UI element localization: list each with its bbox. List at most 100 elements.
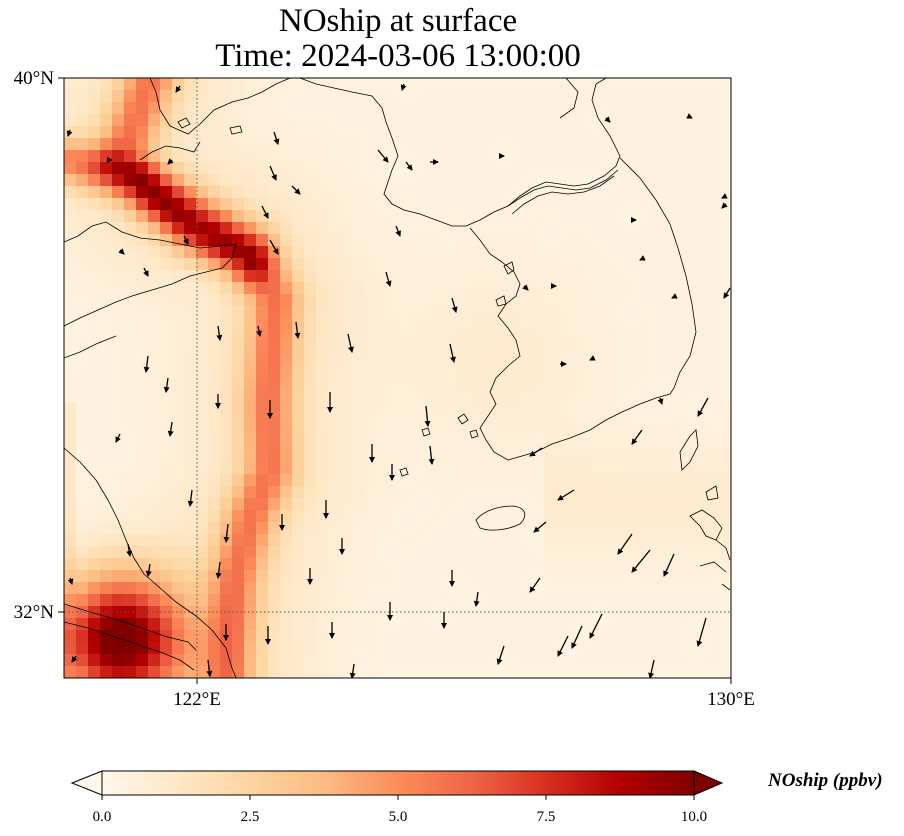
field-cell	[460, 390, 473, 403]
field-cell	[508, 174, 521, 187]
field-cell	[352, 642, 365, 655]
field-cell	[508, 162, 521, 175]
field-cell	[688, 366, 701, 379]
field-cell	[484, 186, 497, 199]
field-cell	[160, 510, 173, 523]
field-cell	[400, 150, 413, 163]
field-cell	[664, 318, 677, 331]
field-cell	[628, 102, 641, 115]
wind-arrow	[449, 343, 456, 363]
field-cell	[256, 318, 269, 331]
field-cell	[436, 618, 449, 631]
colorbar-tick-2: 5.0	[389, 809, 408, 825]
field-cell	[700, 234, 713, 247]
field-cell	[208, 378, 221, 391]
field-cell	[352, 462, 365, 475]
field-cell	[316, 606, 329, 619]
field-cell	[400, 390, 413, 403]
field-cell	[280, 330, 293, 343]
field-cell	[340, 246, 353, 259]
plot-title: NOship at surface Time: 2024-03-06 13:00…	[64, 4, 732, 74]
field-cell	[460, 282, 473, 295]
field-cell	[724, 558, 731, 571]
field-cell	[280, 162, 293, 175]
field-cell	[532, 402, 545, 415]
field-cell	[352, 510, 365, 523]
field-cell	[148, 534, 161, 547]
field-cell	[292, 546, 305, 559]
field-cell	[496, 546, 509, 559]
field-cell	[244, 342, 257, 355]
field-cell	[136, 486, 149, 499]
field-cell	[664, 90, 677, 103]
field-cell	[88, 354, 101, 367]
field-cell	[256, 426, 269, 439]
field-cell	[484, 222, 497, 235]
field-cell	[400, 198, 413, 211]
field-cell	[460, 294, 473, 307]
field-cell	[700, 402, 713, 415]
field-cell	[208, 522, 221, 535]
field-cell	[340, 78, 353, 91]
field-cell	[640, 294, 653, 307]
field-cell	[544, 522, 557, 535]
wind-arrow	[617, 533, 633, 555]
field-cell	[220, 150, 233, 163]
field-cell	[292, 462, 305, 475]
field-cell	[508, 210, 521, 223]
field-cell	[400, 258, 413, 271]
field-cell	[436, 594, 449, 607]
field-cell	[544, 486, 557, 499]
field-cell	[364, 654, 377, 667]
field-cell	[196, 390, 209, 403]
field-cell	[724, 78, 731, 91]
field-cell	[400, 606, 413, 619]
field-cell	[460, 582, 473, 595]
field-cell	[64, 654, 77, 667]
wind-arrow	[206, 659, 213, 677]
field-cell	[364, 150, 377, 163]
field-cell	[112, 378, 125, 391]
field-cell	[424, 246, 437, 259]
field-cell	[64, 342, 77, 355]
field-cell	[460, 342, 473, 355]
field-cell	[172, 378, 185, 391]
wind-arrow	[529, 577, 541, 593]
field-cell	[256, 630, 269, 643]
field-cell	[688, 594, 701, 607]
field-cell	[388, 654, 401, 667]
field-cell	[712, 342, 725, 355]
field-cell	[124, 222, 137, 235]
field-cell	[244, 198, 257, 211]
field-cell	[316, 570, 329, 583]
field-cell	[76, 282, 89, 295]
field-cell	[316, 630, 329, 643]
field-cell	[544, 342, 557, 355]
field-cell	[616, 462, 629, 475]
field-cell	[568, 246, 581, 259]
field-cell	[436, 402, 449, 415]
field-cell	[376, 558, 389, 571]
colorbar-title: NOship (ppbv)	[768, 770, 883, 791]
field-cell	[220, 414, 233, 427]
field-cell	[196, 138, 209, 151]
field-cell	[604, 282, 617, 295]
field-cell	[100, 126, 113, 139]
field-cell	[88, 594, 101, 607]
field-cell	[76, 450, 89, 463]
field-cell	[364, 582, 377, 595]
field-cell	[604, 486, 617, 499]
field-cell	[556, 234, 569, 247]
field-cell	[136, 222, 149, 235]
field-cell	[256, 234, 269, 247]
field-cell	[196, 258, 209, 271]
field-cell	[316, 150, 329, 163]
field-cell	[244, 606, 257, 619]
field-cell	[196, 318, 209, 331]
field-cell	[724, 234, 731, 247]
field-cell	[520, 462, 533, 475]
field-cell	[712, 282, 725, 295]
field-cell	[580, 210, 593, 223]
field-cell	[100, 630, 113, 643]
field-cell	[700, 198, 713, 211]
